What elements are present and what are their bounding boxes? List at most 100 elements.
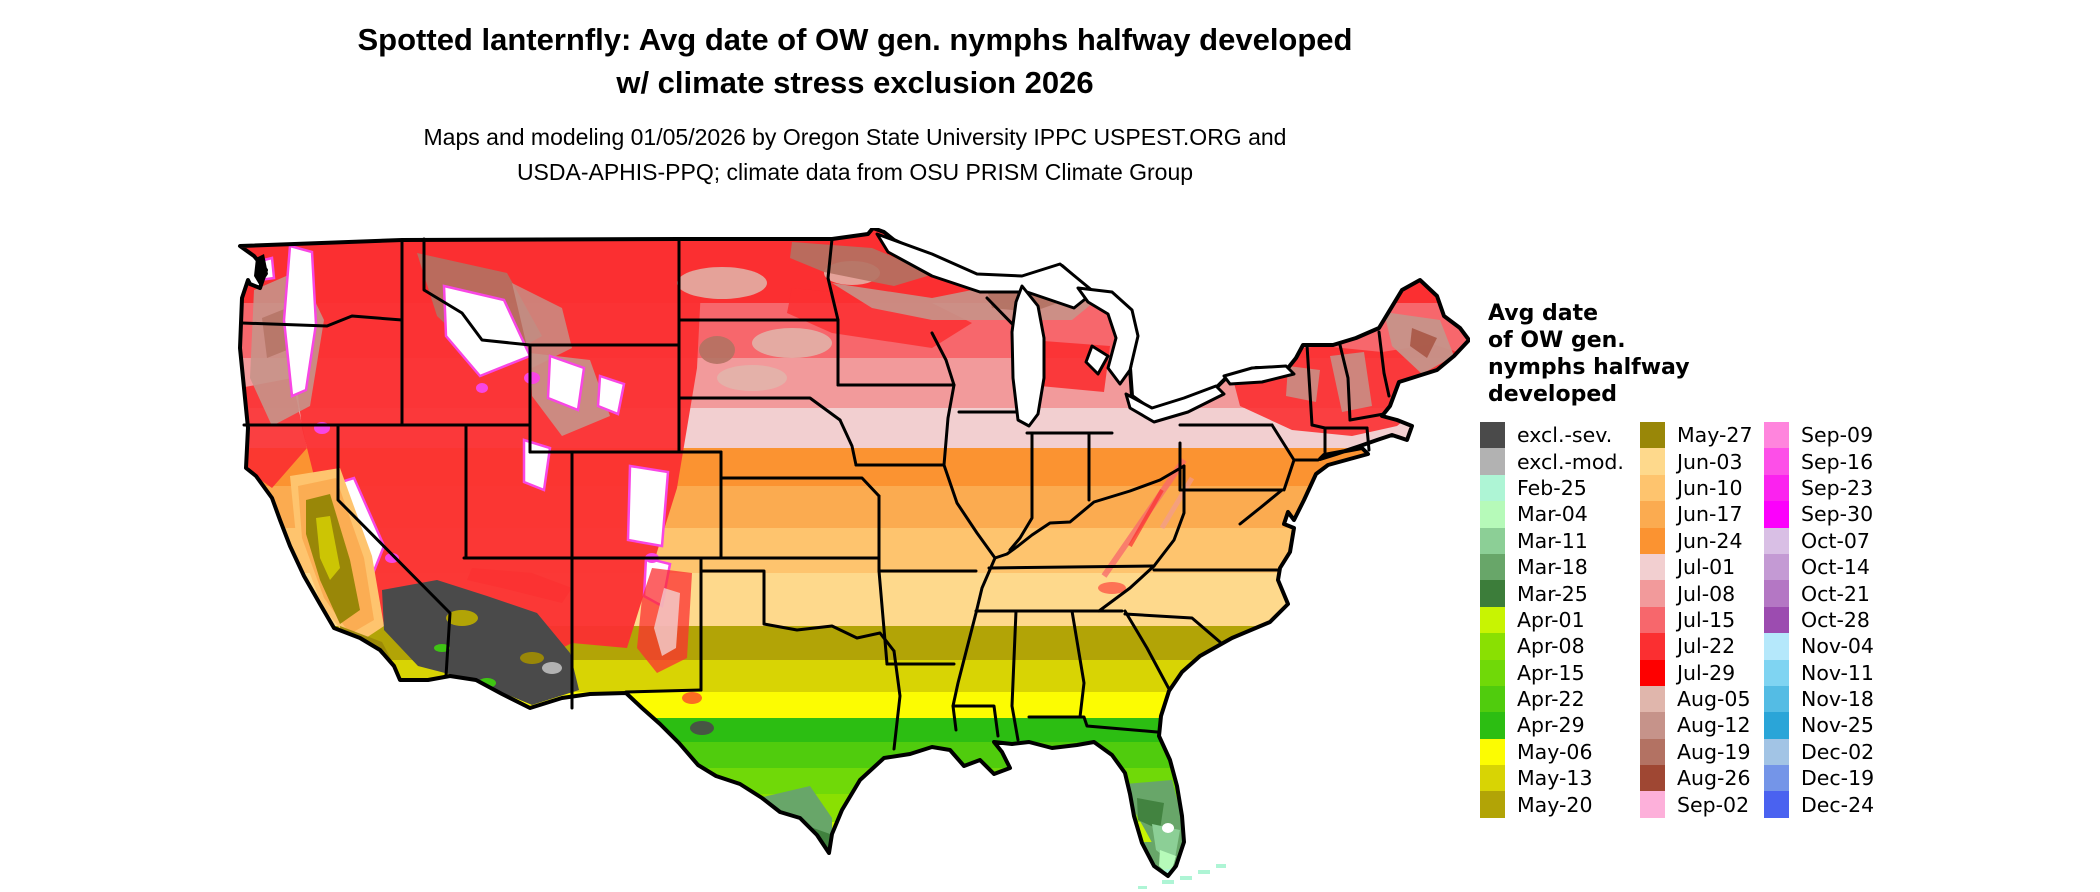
legend-swatch (1764, 448, 1789, 475)
legend-label: Jun-17 (1677, 502, 1743, 527)
legend-title-line: of OW gen. (1488, 328, 1626, 353)
legend-swatch (1640, 633, 1665, 660)
legend-label: Apr-22 (1517, 687, 1585, 712)
legend-label: Aug-26 (1677, 766, 1751, 791)
legend-column-2: May-27 Jun-03 Jun-10 Jun-17 Jun-24 Jul-01 Jul-… (1640, 422, 1800, 818)
legend-label: Aug-05 (1677, 687, 1751, 712)
legend-row: Jul-15 (1640, 606, 1800, 634)
legend-row: Sep-30 (1764, 501, 1924, 528)
legend-row: Oct-28 (1764, 606, 1924, 634)
legend-label: Dec-24 (1801, 792, 1875, 817)
legend-label: Dec-19 (1801, 766, 1875, 791)
legend-label: May-13 (1517, 766, 1593, 791)
legend-label: Jul-01 (1677, 555, 1736, 580)
legend-label: Sep-02 (1677, 792, 1750, 817)
legend-label: Mar-18 (1517, 555, 1588, 580)
legend-row: Mar-18 (1480, 553, 1640, 581)
subtitle: Maps and modeling 01/05/2026 by Oregon S… (0, 120, 1710, 190)
legend-label: Aug-19 (1677, 739, 1751, 764)
legend-swatch (1640, 422, 1665, 449)
legend-row: Nov-18 (1764, 685, 1924, 713)
legend-swatch (1480, 712, 1505, 739)
legend-row: Apr-22 (1480, 685, 1640, 713)
legend-row: Aug-05 (1640, 685, 1800, 713)
legend-swatch (1640, 448, 1665, 475)
legend-row: Oct-21 (1764, 580, 1924, 607)
legend-row: Oct-07 (1764, 527, 1924, 554)
legend-swatch (1764, 527, 1789, 554)
legend-title-line: developed (1488, 382, 1618, 407)
legend-row: Jul-08 (1640, 580, 1800, 607)
legend-label: Aug-12 (1677, 713, 1751, 738)
legend-row: Nov-25 (1764, 712, 1924, 739)
legend-swatch (1764, 580, 1789, 607)
legend-row: Nov-04 (1764, 633, 1924, 660)
legend-swatch (1480, 527, 1505, 554)
legend-row: Jun-17 (1640, 501, 1800, 528)
legend-swatch (1764, 765, 1789, 792)
legend-label: Oct-14 (1801, 555, 1870, 580)
legend-row: May-06 (1480, 738, 1640, 766)
legend-swatch (1764, 633, 1789, 660)
legend-label: Jul-08 (1677, 581, 1736, 606)
legend-row: Jul-29 (1640, 659, 1800, 686)
legend-swatch (1764, 553, 1789, 581)
legend-swatch (1640, 527, 1665, 554)
legend-label: Jul-22 (1677, 634, 1736, 659)
legend-swatch (1640, 580, 1665, 607)
legend-swatch (1480, 553, 1505, 581)
legend-swatch (1640, 553, 1665, 581)
legend-row: Jun-24 (1640, 527, 1800, 554)
legend-label: Jun-10 (1677, 475, 1743, 500)
legend-swatch (1640, 712, 1665, 739)
legend-swatch (1640, 685, 1665, 713)
legend-row: Apr-08 (1480, 633, 1640, 660)
legend-label: Apr-15 (1517, 660, 1585, 685)
legend-row: Dec-19 (1764, 765, 1924, 792)
subtitle-line-1: Maps and modeling 01/05/2026 by Oregon S… (423, 124, 1287, 150)
legend-swatch (1640, 659, 1665, 686)
legend-swatch (1480, 474, 1505, 502)
page-title: Spotted lanternfly: Avg date of OW gen. … (0, 18, 1710, 104)
legend-row: Sep-09 (1764, 422, 1924, 449)
legend-row: Mar-11 (1480, 527, 1640, 554)
legend-title-line: Avg date (1488, 301, 1599, 326)
saginaw-bay (1084, 344, 1110, 376)
title-line-1: Spotted lanternfly: Avg date of OW gen. … (357, 22, 1353, 57)
legend-row: Dec-02 (1764, 738, 1924, 766)
legend-row: Oct-14 (1764, 553, 1924, 581)
legend-row: Jul-22 (1640, 633, 1800, 660)
legend-swatch (1480, 659, 1505, 686)
legend-label: Nov-11 (1801, 660, 1874, 685)
legend-swatch (1640, 606, 1665, 634)
legend-swatch (1480, 685, 1505, 713)
legend-label: Jun-24 (1677, 528, 1743, 553)
legend-swatch (1640, 791, 1665, 818)
legend-row: Apr-29 (1480, 712, 1640, 739)
legend-row: Sep-16 (1764, 448, 1924, 475)
legend-label: Jul-15 (1677, 607, 1736, 632)
legend-column-3: Sep-09 Sep-16 Sep-23 Sep-30 Oct-07 Oct-14 Oct-… (1764, 422, 1924, 818)
legend-swatch (1480, 501, 1505, 528)
legend-label: Feb-25 (1517, 475, 1587, 500)
legend-swatch (1480, 633, 1505, 660)
legend-label: Jun-03 (1677, 449, 1743, 474)
legend-row: excl.-mod. (1480, 448, 1640, 475)
legend-row: May-27 (1640, 422, 1800, 449)
legend-label: Dec-02 (1801, 739, 1875, 764)
legend-label: Sep-30 (1801, 502, 1874, 527)
legend-column-1: excl.-sev. excl.-mod. Feb-25 Mar-04 Mar-11 Ma… (1480, 422, 1640, 818)
us-coastline (238, 226, 1471, 878)
legend-row: May-20 (1480, 791, 1640, 818)
legend-row: Sep-02 (1640, 791, 1800, 818)
legend-swatch (1480, 606, 1505, 634)
legend-row: Aug-26 (1640, 765, 1800, 792)
legend-swatch (1640, 501, 1665, 528)
legend-swatch (1764, 474, 1789, 502)
legend-row: Apr-01 (1480, 606, 1640, 634)
legend-swatch (1480, 448, 1505, 475)
legend-swatch (1480, 580, 1505, 607)
legend-row: Feb-25 (1480, 474, 1640, 502)
legend-swatch (1480, 422, 1505, 449)
legend-label: May-06 (1517, 739, 1593, 764)
